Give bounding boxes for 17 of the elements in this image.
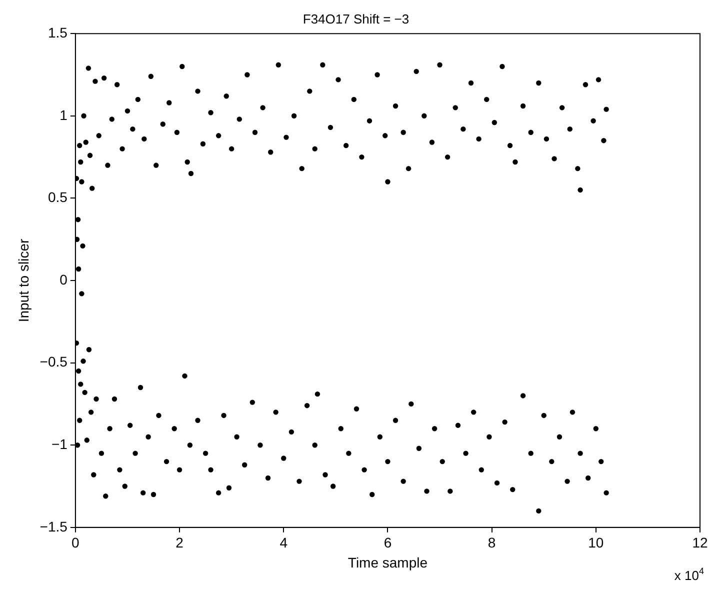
y-tick-label: 1 (60, 106, 68, 123)
x-tick-label: 4 (280, 534, 288, 551)
y-tick-label: −1 (51, 436, 68, 452)
x-tick-label: 8 (488, 534, 496, 551)
y-tick-label: −1.5 (40, 518, 68, 534)
x-tick-label: 2 (176, 534, 184, 551)
y-tick-label: 0.5 (48, 189, 68, 206)
x-tick-label: 12 (692, 534, 708, 551)
y-tick-label: 0 (60, 271, 68, 288)
x-tick-label: 10 (588, 534, 604, 551)
x-axis-title: Time sample (348, 554, 428, 570)
y-tick-label: 1.5 (48, 24, 68, 40)
y-axis-title: Input to slicer (15, 238, 32, 322)
x-tick-label: 6 (384, 534, 392, 551)
chart-title: F34O17 Shift = −3 (302, 11, 410, 26)
x-tick-label: 0 (72, 534, 80, 551)
y-tick-label: −0.5 (40, 354, 68, 370)
